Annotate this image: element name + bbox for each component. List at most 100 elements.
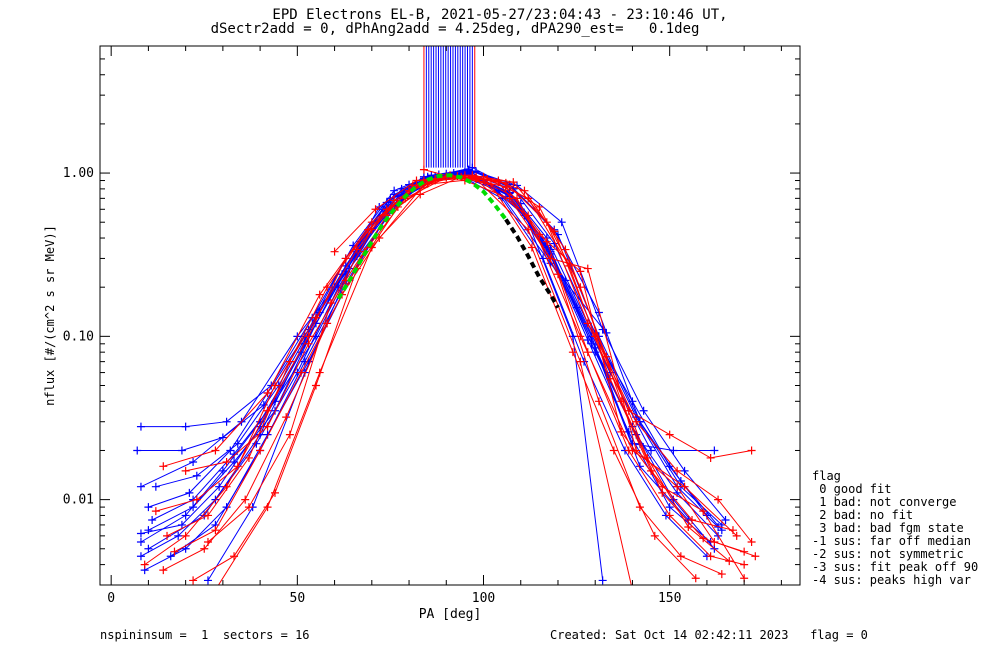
data-point [684, 522, 693, 531]
data-point [699, 534, 708, 543]
data-point [598, 325, 607, 334]
series-line [192, 176, 723, 581]
data-point [177, 520, 186, 529]
data-point [136, 482, 145, 491]
series-line [423, 169, 756, 557]
data-point [587, 339, 596, 348]
data-point [751, 552, 760, 561]
data-point [181, 422, 190, 431]
series-line [174, 176, 745, 553]
data-point [211, 526, 220, 535]
data-point [371, 205, 380, 214]
data-point [583, 335, 592, 344]
legend-item: 1 bad: not converge [812, 495, 957, 509]
data-point [721, 516, 730, 525]
data-point [159, 566, 168, 575]
data-point [717, 570, 726, 579]
data-point [285, 357, 294, 366]
data-point [714, 495, 723, 504]
data-point [315, 290, 324, 299]
series-group [133, 46, 760, 594]
footer-created: Created: Sat Oct 14 02:42:11 2023 flag =… [550, 628, 868, 642]
data-point [494, 178, 503, 187]
data-point [304, 339, 313, 348]
data-point [170, 547, 179, 556]
legend-item: -4 sus: peaks high var [812, 573, 971, 587]
data-point [673, 482, 682, 491]
x-tick-label: 0 [107, 591, 115, 606]
data-point [710, 446, 719, 455]
data-point [628, 586, 636, 594]
data-point [189, 576, 198, 585]
data-point [144, 526, 153, 535]
data-point [602, 328, 611, 337]
data-point [524, 211, 533, 220]
data-point [244, 453, 253, 462]
data-point [632, 417, 641, 426]
data-point [326, 299, 335, 308]
data-point [144, 544, 153, 553]
data-point [602, 352, 611, 361]
data-point [192, 495, 201, 504]
data-point [166, 552, 175, 561]
data-point [568, 348, 577, 357]
y-tick-label: 1.00 [63, 166, 94, 181]
data-point [524, 225, 533, 234]
chart-title-line1: EPD Electrons EL-B, 2021-05-27/23:04:43 … [272, 7, 728, 23]
data-point [263, 422, 272, 431]
data-point [706, 552, 715, 561]
series-line [144, 174, 715, 571]
legend-title: flag [812, 469, 841, 483]
plot-frame [99, 45, 801, 586]
series-line [334, 169, 604, 581]
data-point [330, 247, 339, 256]
data-point [513, 194, 522, 203]
data-point [535, 202, 544, 211]
legend-item: 3 bad: bad fgm state [812, 521, 964, 535]
data-point [665, 511, 674, 520]
y-axis-label: nflux [#/(cm^2 s sr MeV)] [43, 225, 57, 406]
data-point [706, 453, 715, 462]
series-line [141, 169, 723, 526]
x-tick-label: 50 [290, 591, 306, 606]
data-point [226, 446, 235, 455]
data-point [505, 194, 514, 203]
data-point [710, 538, 719, 547]
data-point [609, 446, 618, 455]
data-point [136, 422, 145, 431]
data-point [647, 446, 656, 455]
data-point [140, 560, 149, 569]
data-point [203, 511, 212, 520]
data-point [747, 446, 756, 455]
fit-curve-black [504, 218, 560, 309]
series-line [140, 175, 708, 557]
data-point [230, 450, 239, 459]
legend-item: -3 sus: fit peak off 90 [812, 560, 979, 574]
chart-title-line2: dSectr2add = 0, dPhAng2add = 4.25deg, dP… [210, 21, 700, 37]
series-line [148, 167, 723, 531]
data-point [181, 466, 190, 475]
data-point [725, 557, 734, 566]
data-point [598, 576, 607, 585]
data-point [665, 503, 674, 512]
data-point [680, 466, 689, 475]
data-point [244, 503, 253, 512]
flag-legend: flag 0 good fit 1 bad: not converge 2 ba… [812, 470, 978, 587]
data-point [222, 417, 231, 426]
data-point [282, 413, 291, 422]
legend-item: 0 good fit [812, 482, 892, 496]
data-point [222, 457, 231, 466]
data-point [136, 538, 145, 547]
data-point [315, 368, 324, 377]
data-point [256, 446, 265, 455]
data-point [300, 357, 309, 366]
data-point [263, 503, 272, 512]
data-point [181, 511, 190, 520]
legend-item: 2 bad: no fit [812, 508, 914, 522]
data-point [650, 531, 659, 540]
x-tick-label: 150 [658, 591, 681, 606]
data-point [576, 332, 585, 341]
data-point [203, 538, 212, 547]
data-point [412, 176, 421, 185]
